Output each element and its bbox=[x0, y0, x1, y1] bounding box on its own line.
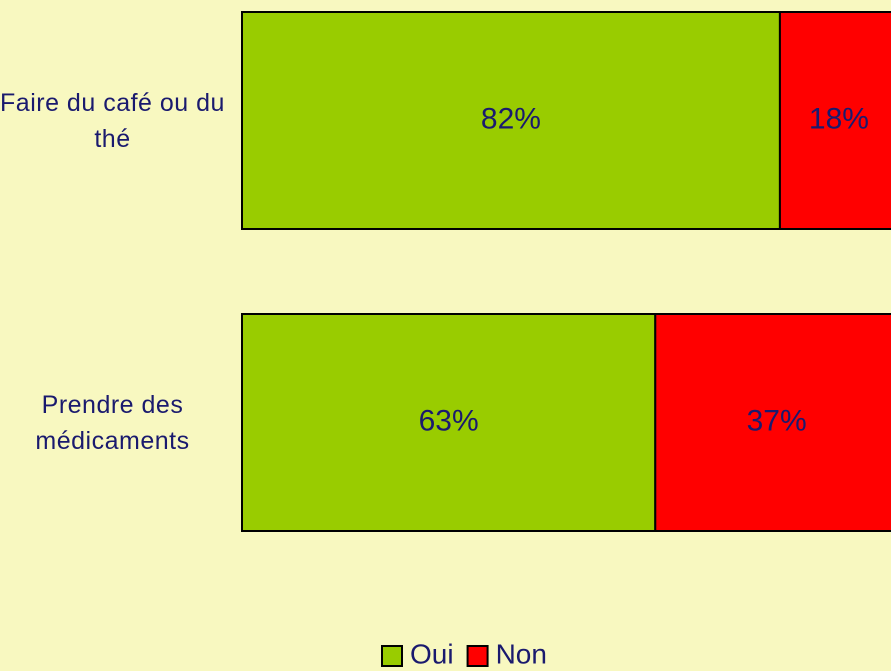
legend-swatch bbox=[466, 645, 489, 667]
data-label: 18% bbox=[809, 102, 869, 135]
bar-segment bbox=[241, 11, 781, 230]
bar-segment bbox=[778, 11, 891, 230]
legend-swatch bbox=[381, 645, 403, 667]
bar-segment bbox=[241, 313, 657, 532]
legend-label: Oui bbox=[410, 638, 454, 669]
category-label: Faire du café ou du thé bbox=[0, 88, 225, 153]
category-label: Prendre des médicaments bbox=[35, 390, 190, 455]
data-label: 82% bbox=[481, 102, 541, 135]
legend-label: Non bbox=[496, 638, 547, 669]
data-label: 63% bbox=[419, 404, 479, 437]
data-label: 37% bbox=[747, 404, 807, 437]
bar-segment bbox=[654, 313, 891, 532]
